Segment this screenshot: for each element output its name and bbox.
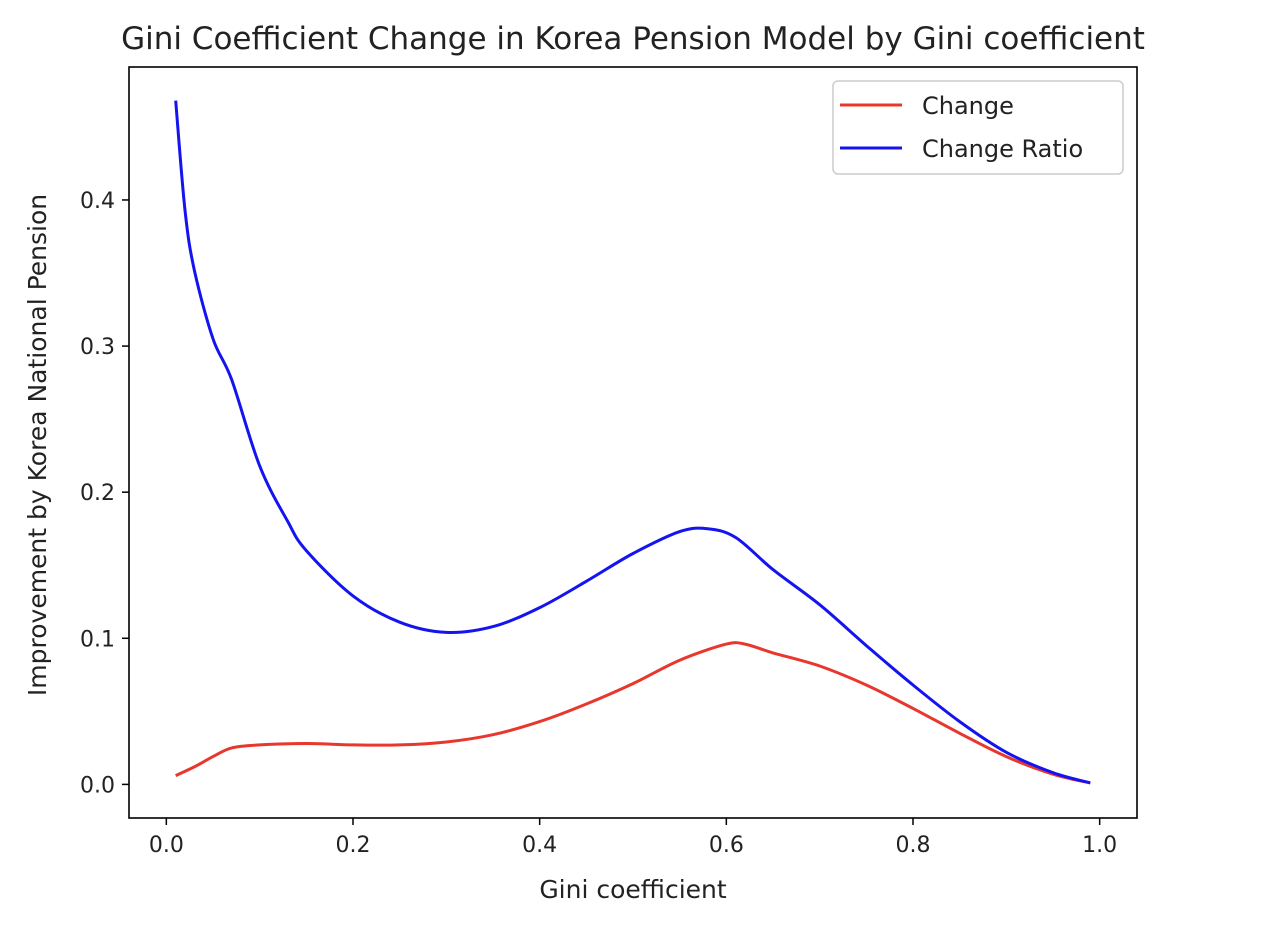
x-tick-label: 0.0 xyxy=(149,833,184,858)
y-tick-label: 0.2 xyxy=(80,481,115,506)
legend-box xyxy=(832,80,1124,175)
x-tick-label: 0.2 xyxy=(336,833,371,858)
y-tick-label: 0.1 xyxy=(80,627,115,652)
legend: Change Change Ratio xyxy=(832,80,1124,175)
series-line-change-ratio xyxy=(174,100,1091,785)
x-tick-label: 0.6 xyxy=(709,833,744,858)
legend-label-change: Change xyxy=(922,92,1014,120)
series-layer xyxy=(174,100,1091,785)
x-tick-label: 0.8 xyxy=(896,833,931,858)
y-tick-label: 0.4 xyxy=(80,189,115,214)
y-axis-label: Improvement by Korea National Pension xyxy=(23,194,52,696)
plot-frame xyxy=(128,66,1138,819)
x-axis-label: Gini coefficient xyxy=(539,875,727,904)
series-line-change xyxy=(175,641,1091,785)
x-tick-label: 1.0 xyxy=(1082,833,1117,858)
x-tick-label: 0.4 xyxy=(522,833,557,858)
y-tick-label: 0.3 xyxy=(80,335,115,360)
chart-title: Gini Coefficient Change in Korea Pension… xyxy=(121,21,1145,57)
legend-label-change-ratio: Change Ratio xyxy=(922,135,1083,163)
y-tick-label: 0.0 xyxy=(80,773,115,798)
tick-layer: 0.0 0.2 0.4 0.6 0.8 1.0 0.0 0.1 0.2 0.3 0.4 xyxy=(80,189,1117,858)
